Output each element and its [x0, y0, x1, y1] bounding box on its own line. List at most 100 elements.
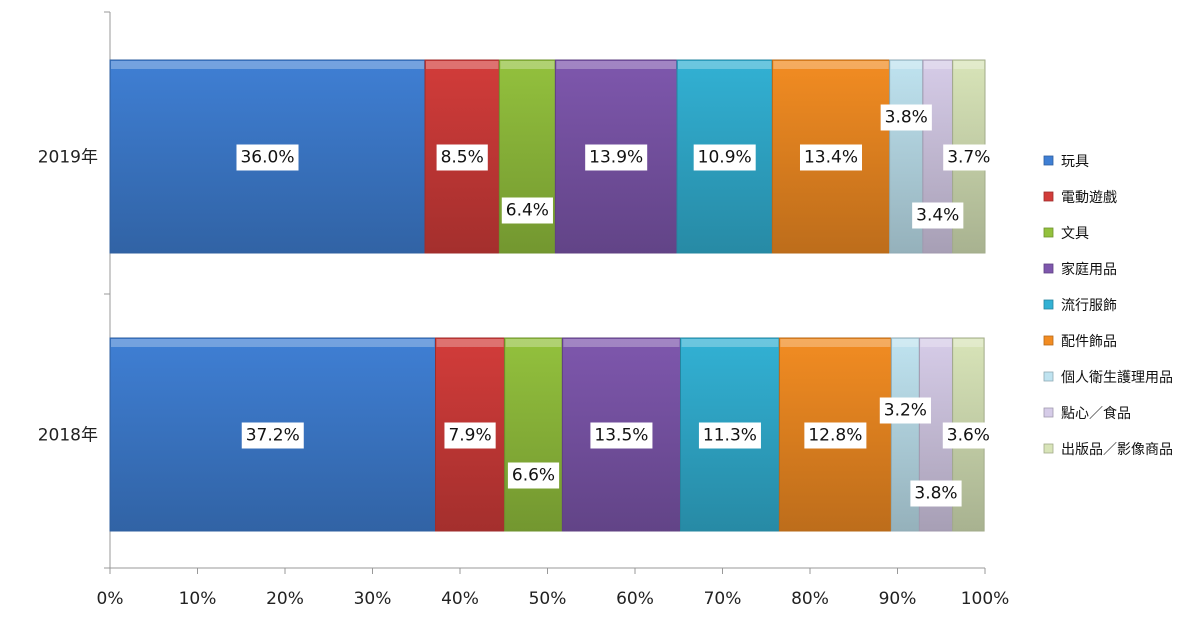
- data-label: 12.8%: [804, 422, 867, 449]
- data-label-text: 3.2%: [884, 401, 927, 421]
- x-tick-label: 20%: [266, 589, 304, 609]
- data-label: 3.8%: [910, 480, 962, 507]
- data-label-text: 3.8%: [885, 108, 928, 128]
- x-tick-label: 60%: [616, 589, 654, 609]
- bar-highlight: [920, 339, 952, 347]
- data-label-background: [912, 202, 964, 229]
- data-label-background: [910, 480, 962, 507]
- data-label-background: [436, 144, 488, 171]
- x-tick-label: 90%: [879, 589, 917, 609]
- legend-swatch: [1043, 371, 1054, 382]
- data-label: 37.2%: [241, 422, 304, 449]
- bar-highlight: [563, 339, 680, 347]
- data-label-background: [942, 422, 994, 449]
- legend-label: 配件飾品: [1061, 334, 1117, 350]
- legend-label: 家庭用品: [1061, 261, 1117, 278]
- data-label-background: [879, 397, 931, 424]
- legend-label: 出版品／影像商品: [1061, 442, 1173, 458]
- data-label-text: 6.4%: [506, 201, 549, 221]
- legend-swatch: [1043, 227, 1054, 238]
- x-tick-label: 100%: [961, 589, 1010, 609]
- data-label: 3.7%: [943, 144, 995, 171]
- legend-swatch: [1043, 191, 1054, 202]
- data-label: 11.3%: [698, 422, 761, 449]
- bar-highlight: [892, 339, 919, 347]
- data-label-text: 11.3%: [703, 426, 757, 446]
- bar-highlight: [953, 339, 984, 347]
- x-tick-label: 30%: [354, 589, 392, 609]
- data-label: 8.5%: [436, 144, 488, 171]
- data-label-text: 3.6%: [947, 426, 990, 446]
- data-label: 13.5%: [590, 422, 653, 449]
- data-label: 3.6%: [942, 422, 994, 449]
- data-label-background: [590, 422, 653, 449]
- legend-label: 文具: [1061, 226, 1089, 242]
- data-label-background: [698, 422, 761, 449]
- bar-highlight: [505, 339, 562, 347]
- data-label: 3.2%: [879, 397, 931, 424]
- x-tick-label: 10%: [179, 589, 217, 609]
- data-label-text: 13.9%: [589, 148, 643, 168]
- data-label-text: 6.6%: [512, 466, 555, 486]
- legend-swatch: [1043, 407, 1054, 418]
- bar-highlight: [426, 61, 499, 69]
- data-label-text: 3.7%: [947, 148, 990, 168]
- legend-swatch: [1043, 335, 1054, 346]
- legend-label: 玩具: [1061, 154, 1089, 170]
- x-tick-label: 40%: [441, 589, 479, 609]
- bar-highlight: [681, 339, 779, 347]
- data-label-background: [799, 144, 863, 171]
- bar-highlight: [556, 61, 676, 69]
- legend-label: 點心／食品: [1061, 405, 1131, 422]
- legend-label: 電動遊戲: [1061, 190, 1117, 206]
- data-label: 36.0%: [236, 144, 299, 171]
- data-label: 10.9%: [693, 144, 756, 171]
- data-label: 13.9%: [585, 144, 648, 171]
- bar-highlight: [953, 61, 984, 69]
- bar-segment: [498, 59, 556, 254]
- data-label-background: [880, 104, 932, 131]
- data-label-background: [943, 144, 995, 171]
- data-label-background: [585, 144, 648, 171]
- x-tick-label: 80%: [791, 589, 829, 609]
- data-label-background: [501, 197, 553, 224]
- bar-highlight: [111, 339, 435, 347]
- data-label-text: 7.9%: [448, 426, 491, 446]
- legend-label: 個人衛生護理用品: [1061, 370, 1173, 386]
- bar-highlight: [111, 61, 424, 69]
- data-label-text: 36.0%: [240, 148, 294, 168]
- legend-swatch: [1043, 299, 1054, 310]
- data-label-background: [693, 144, 756, 171]
- data-label: 6.4%: [501, 197, 553, 224]
- x-tick-label: 70%: [704, 589, 742, 609]
- x-tick-label: 0%: [97, 589, 124, 609]
- data-label-background: [241, 422, 304, 449]
- data-label-text: 3.4%: [916, 206, 959, 226]
- data-label: 13.4%: [799, 144, 863, 171]
- x-tick-label: 50%: [529, 589, 567, 609]
- data-label-background: [236, 144, 299, 171]
- data-label-text: 13.5%: [594, 426, 648, 446]
- data-label-text: 12.8%: [808, 426, 862, 446]
- data-label-background: [804, 422, 867, 449]
- bar-highlight: [923, 61, 952, 69]
- bar-highlight: [678, 61, 772, 69]
- data-label-text: 10.9%: [698, 148, 752, 168]
- legend-swatch: [1043, 155, 1054, 166]
- legend-swatch: [1043, 443, 1054, 454]
- category-label: 2018年: [38, 426, 98, 446]
- category-label: 2019年: [38, 148, 98, 168]
- data-label-background: [507, 462, 560, 489]
- data-label-text: 37.2%: [246, 426, 300, 446]
- data-label-text: 8.5%: [441, 148, 484, 168]
- data-label: 3.8%: [880, 104, 932, 131]
- bar-highlight: [773, 61, 889, 69]
- bar-highlight: [500, 61, 555, 69]
- legend-swatch: [1043, 263, 1054, 274]
- data-label-text: 13.4%: [804, 148, 858, 168]
- bar-highlight: [890, 61, 922, 69]
- bar-segment: [504, 337, 563, 532]
- data-label-text: 3.8%: [914, 484, 957, 504]
